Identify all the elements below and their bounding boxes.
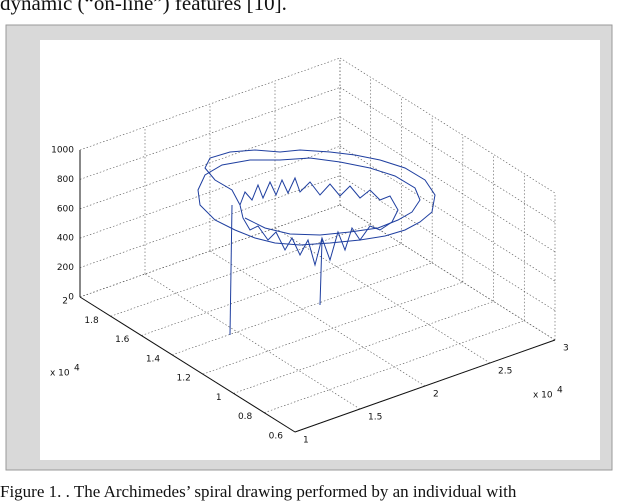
grid-line (264, 320, 525, 413)
y-tick-label: 1 (216, 393, 222, 403)
exponent-power: 4 (557, 386, 563, 396)
grid-line (339, 116, 556, 253)
spiral-line (197, 149, 436, 336)
grid-line (79, 87, 341, 180)
grid (79, 57, 556, 433)
exponent-label: x 10 (50, 369, 70, 379)
z-tick-label: 400 (57, 234, 74, 244)
z-tick-label: 600 (57, 204, 74, 214)
grid-line (79, 204, 341, 298)
grid-line (339, 175, 556, 311)
y-tick-label: 1.2 (177, 374, 191, 384)
grid-line (339, 145, 556, 282)
axis-line (294, 339, 556, 433)
grid-line (79, 175, 341, 268)
grid-line (202, 281, 463, 375)
grid-line (274, 227, 491, 364)
grid-line (233, 301, 494, 394)
x-tick-label: 1 (303, 436, 309, 446)
y-tick-label: 1.6 (115, 335, 130, 345)
axis-line (79, 296, 296, 433)
inner-loop (239, 176, 399, 267)
x-tick-label: 1.5 (368, 413, 382, 423)
outer-loop (197, 149, 436, 246)
x-tick-label: 2 (433, 390, 439, 400)
grid-line (79, 57, 341, 151)
x-tick-label: 2.5 (498, 367, 512, 377)
y-tick-label: 0.8 (238, 412, 253, 422)
header-text: dynamic (“on-line”) features [10]. (0, 0, 287, 15)
spike (229, 204, 233, 336)
spike (319, 239, 323, 306)
caption: Figure 1. . The Archimedes’ spiral drawi… (0, 482, 517, 501)
grid-line (339, 204, 556, 341)
grid-line (141, 243, 402, 336)
grid-line (339, 87, 556, 223)
y-tick-label: 0.6 (269, 432, 284, 442)
axes-background (40, 40, 600, 460)
x-tick-label: 3 (563, 344, 569, 354)
grid-line (79, 116, 341, 210)
grid-line (172, 262, 433, 356)
grid-line (209, 250, 426, 387)
exponent-power: 4 (74, 364, 80, 374)
grid-line (110, 224, 371, 317)
y-tick-label: 1.8 (84, 316, 99, 326)
z-tick-label: 200 (57, 263, 74, 273)
z-tick-label: 800 (57, 175, 74, 185)
z-tick-label: 0 (68, 293, 74, 303)
exponent-label: x 10 (533, 391, 553, 401)
tick-labels: 11.522.530.60.811.21.41.61.82 02004006008… (50, 146, 569, 446)
y-tick-label: 2 (62, 297, 68, 307)
grid-line (144, 273, 361, 410)
y-tick-label: 1.4 (146, 354, 161, 364)
grid-line (79, 145, 341, 239)
grid-line (339, 57, 556, 194)
z-tick-label: 1000 (51, 146, 74, 156)
figure: 11.522.530.60.811.21.41.61.82 02004006008… (5, 24, 613, 471)
